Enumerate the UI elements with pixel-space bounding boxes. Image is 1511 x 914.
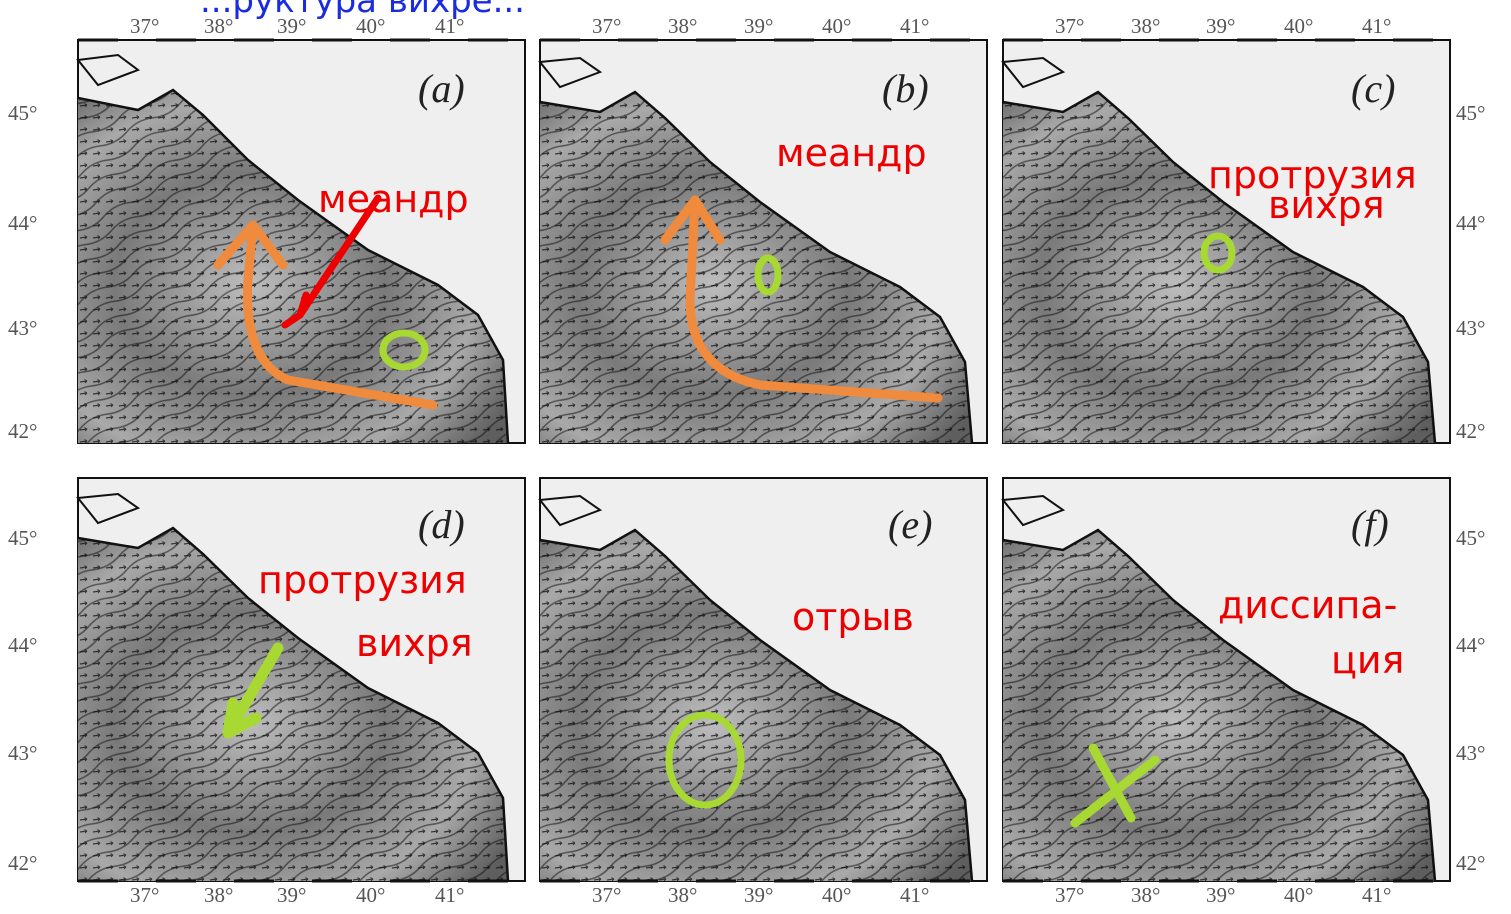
green-ellipse xyxy=(754,254,782,296)
green-arrow xyxy=(222,642,284,739)
lon-tick: 41° xyxy=(1362,14,1391,38)
lon-tick: 37° xyxy=(1055,14,1084,38)
lat-tick: 45° xyxy=(1456,101,1485,125)
coastline xyxy=(77,88,510,444)
lon-tick: 38° xyxy=(668,883,697,907)
panel-label: (d) xyxy=(418,502,465,547)
lon-tick: 38° xyxy=(1131,883,1160,907)
panel-f: (f) диссипа- ция xyxy=(1001,477,1451,882)
green-x xyxy=(1070,743,1160,828)
lat-tick: 42° xyxy=(8,851,37,875)
lat-tick: 43° xyxy=(1456,741,1485,765)
panel-label: (c) xyxy=(1351,66,1395,111)
lon-tick: 37° xyxy=(592,14,621,38)
annotation-line: меандр xyxy=(318,177,469,221)
lat-tick: 42° xyxy=(8,419,37,443)
panel-c: (c) протрузия вихря xyxy=(1001,39,1451,444)
lon-tick: 39° xyxy=(1206,14,1235,38)
panel-label: (f) xyxy=(1351,502,1389,547)
coastline xyxy=(539,90,974,444)
lon-tick: 40° xyxy=(1284,14,1313,38)
panel-b: (b) меандр xyxy=(538,39,988,444)
top-lon-ticks: 37° 38° 39° 40° 41° 37° 38° 39° 40° 41° … xyxy=(130,14,1391,38)
lat-tick: 45° xyxy=(1456,526,1485,550)
panel-d: (d) протрузия вихря xyxy=(76,477,526,882)
lat-tick: 45° xyxy=(8,526,37,550)
lon-tick: 40° xyxy=(356,883,385,907)
orange-arrow xyxy=(660,195,943,403)
lon-tick: 37° xyxy=(592,883,621,907)
lon-tick: 41° xyxy=(1362,883,1391,907)
lat-tick: 44° xyxy=(1456,633,1485,657)
lon-tick: 40° xyxy=(356,14,385,38)
orange-arrow xyxy=(213,220,438,410)
lon-tick: 40° xyxy=(1284,883,1313,907)
green-ellipse xyxy=(665,711,745,809)
annotation-line: отрыв xyxy=(792,595,914,639)
lon-tick: 40° xyxy=(822,14,851,38)
lon-tick: 37° xyxy=(130,14,159,38)
annotation-line: диссипа- xyxy=(1218,583,1397,627)
coastline xyxy=(1002,90,1437,444)
panel-e: (e) отрыв xyxy=(538,477,988,882)
lat-tick: 43° xyxy=(8,741,37,765)
coastline xyxy=(1002,528,1437,882)
green-ellipse xyxy=(1200,232,1236,274)
right-lat-ticks: 45° 44° 43° 42° 45° 44° 43° 42° xyxy=(1456,101,1485,875)
red-arrow xyxy=(281,194,382,329)
lon-tick: 39° xyxy=(1206,883,1235,907)
lon-tick: 38° xyxy=(668,14,697,38)
coastline xyxy=(77,526,510,882)
lon-tick: 41° xyxy=(900,14,929,38)
bottom-lon-ticks: 37° 38° 39° 40° 41° 37° 38° 39° 40° 41° … xyxy=(130,883,1391,907)
lon-tick: 41° xyxy=(435,14,464,38)
lon-tick: 39° xyxy=(277,883,306,907)
lat-tick: 44° xyxy=(8,211,37,235)
lon-tick: 40° xyxy=(822,883,851,907)
lat-tick: 45° xyxy=(8,101,37,125)
annotation-line: вихря xyxy=(1268,183,1385,227)
left-lat-ticks: 45° 44° 43° 42° 45° 44° 43° 42° xyxy=(8,101,37,875)
green-ellipse xyxy=(379,329,429,371)
lon-tick: 39° xyxy=(744,883,773,907)
annotation-line: вихря xyxy=(356,621,473,665)
lon-tick: 39° xyxy=(277,14,306,38)
lon-tick: 41° xyxy=(435,883,464,907)
lat-tick: 42° xyxy=(1456,419,1485,443)
annotation-line: ция xyxy=(1331,638,1404,682)
lon-tick: 38° xyxy=(204,14,233,38)
panel-label: (a) xyxy=(418,66,465,111)
lon-tick: 37° xyxy=(1055,883,1084,907)
lat-tick: 43° xyxy=(8,316,37,340)
annotation-line: меандр xyxy=(776,131,927,175)
lon-tick: 39° xyxy=(744,14,773,38)
panel-label: (b) xyxy=(882,66,929,111)
panel-label: (e) xyxy=(888,502,932,547)
annotation-line: протрузия xyxy=(1208,153,1417,197)
lon-tick: 37° xyxy=(130,883,159,907)
panel-a: (a) меандр xyxy=(76,39,526,444)
lon-tick: 41° xyxy=(900,883,929,907)
annotation-line: протрузия xyxy=(258,558,467,602)
lat-tick: 43° xyxy=(1456,316,1485,340)
lat-tick: 44° xyxy=(8,633,37,657)
lat-tick: 42° xyxy=(1456,851,1485,875)
coastline xyxy=(539,528,974,882)
lat-tick: 44° xyxy=(1456,211,1485,235)
lon-tick: 38° xyxy=(1131,14,1160,38)
header-text: ...руктура вихре... xyxy=(200,0,525,21)
lon-tick: 38° xyxy=(204,883,233,907)
